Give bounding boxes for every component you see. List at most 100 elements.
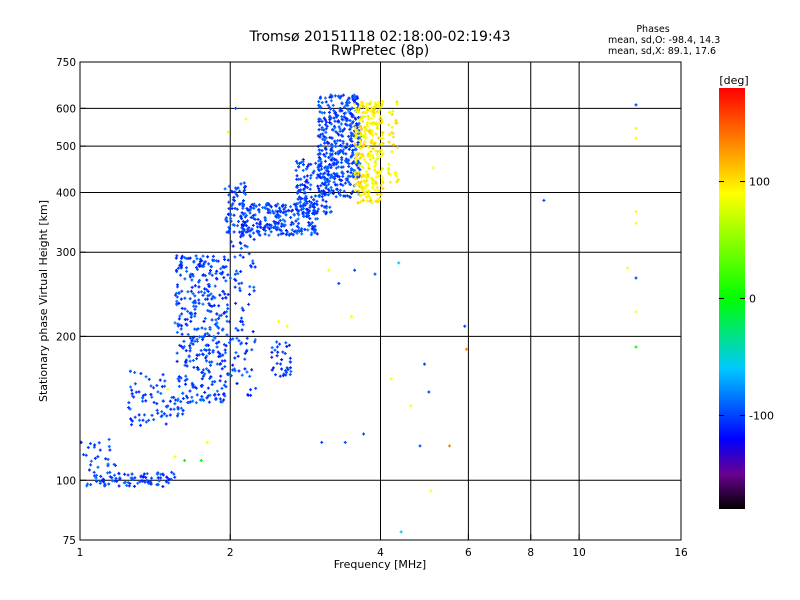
data-point	[217, 304, 221, 308]
data-point	[254, 204, 258, 208]
data-point	[288, 360, 292, 364]
data-point	[223, 348, 227, 352]
data-point	[308, 205, 312, 209]
data-point	[226, 273, 230, 277]
data-point	[175, 303, 179, 307]
data-point	[349, 134, 353, 138]
data-point	[156, 390, 160, 394]
data-point	[327, 155, 331, 159]
data-point	[215, 345, 219, 349]
data-point	[281, 350, 285, 354]
data-point	[361, 119, 365, 123]
data-point	[270, 225, 274, 229]
data-point	[181, 408, 185, 412]
data-point	[359, 125, 363, 129]
data-point	[315, 199, 319, 203]
data-point	[380, 119, 384, 123]
data-point	[354, 107, 358, 111]
data-point	[362, 432, 366, 436]
data-point	[320, 149, 324, 153]
data-point	[239, 214, 243, 218]
data-point	[207, 400, 211, 404]
data-point	[245, 349, 249, 353]
data-point	[222, 343, 226, 347]
data-point	[206, 294, 210, 298]
data-point	[276, 202, 280, 206]
data-point	[314, 217, 318, 221]
data-point	[230, 207, 234, 211]
data-point	[194, 386, 198, 390]
data-point	[225, 303, 229, 307]
data-point	[295, 177, 299, 181]
data-point	[374, 200, 378, 204]
data-point	[294, 205, 298, 209]
data-point	[191, 274, 195, 278]
data-point	[199, 264, 203, 268]
data-point	[149, 393, 153, 397]
data-point	[234, 192, 238, 196]
data-point	[187, 256, 191, 260]
data-point	[176, 377, 180, 381]
data-point	[349, 131, 353, 135]
data-point	[285, 324, 289, 328]
data-point	[123, 472, 127, 476]
data-point	[238, 189, 242, 193]
data-point	[190, 278, 194, 282]
data-point	[353, 132, 357, 136]
data-point	[284, 213, 288, 217]
data-point	[107, 445, 111, 449]
data-point	[390, 113, 394, 117]
data-point	[371, 186, 375, 190]
data-point	[317, 193, 321, 197]
chart-subtitle: RwPretec (8p)	[331, 43, 429, 59]
data-point	[360, 185, 364, 189]
data-point	[205, 396, 209, 400]
data-point	[232, 195, 236, 199]
data-point	[353, 268, 357, 272]
data-point	[358, 168, 362, 172]
data-point	[179, 260, 183, 264]
data-point	[303, 183, 307, 187]
data-point	[351, 149, 355, 153]
data-point	[253, 265, 257, 269]
data-point	[270, 368, 274, 372]
data-point	[364, 127, 368, 131]
data-point	[343, 159, 347, 163]
data-point	[334, 130, 338, 134]
data-point	[315, 176, 319, 180]
data-point	[326, 170, 330, 174]
data-point	[354, 117, 358, 121]
data-point	[253, 338, 257, 342]
data-point	[249, 207, 253, 211]
data-point	[112, 462, 116, 466]
data-point	[234, 301, 238, 305]
data-point	[173, 321, 177, 325]
data-point	[177, 317, 181, 321]
data-point	[156, 411, 160, 415]
data-point	[203, 291, 207, 295]
data-point	[98, 448, 102, 452]
data-point	[150, 476, 154, 480]
data-point	[300, 183, 304, 187]
data-point	[218, 397, 222, 401]
data-point	[381, 152, 385, 156]
data-point	[216, 331, 220, 335]
data-point	[356, 109, 360, 113]
data-point	[118, 477, 122, 481]
data-point	[112, 473, 116, 477]
data-point	[201, 338, 205, 342]
data-point	[380, 176, 384, 180]
data-point	[243, 351, 247, 355]
data-point	[313, 209, 317, 213]
data-point	[142, 472, 146, 476]
data-point	[217, 393, 221, 397]
data-point	[288, 356, 292, 360]
data-point	[634, 345, 638, 349]
data-point	[333, 157, 337, 161]
data-point	[229, 338, 233, 342]
data-point	[326, 165, 330, 169]
data-point	[248, 229, 252, 233]
data-point	[342, 189, 346, 193]
data-point	[341, 165, 345, 169]
data-point	[229, 240, 233, 244]
